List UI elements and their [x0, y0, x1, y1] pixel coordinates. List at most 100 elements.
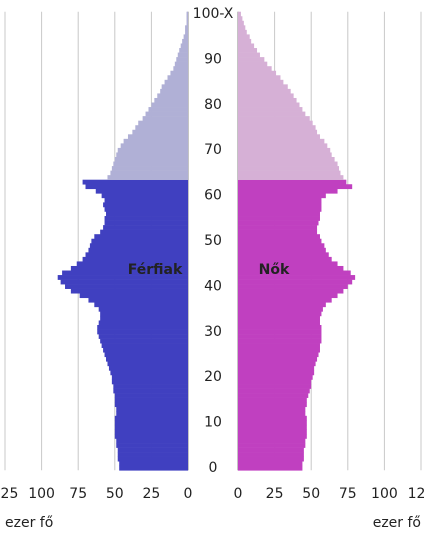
bar — [117, 456, 188, 462]
bar — [107, 175, 188, 181]
bar — [179, 48, 188, 53]
bar — [117, 452, 188, 457]
bar — [151, 102, 188, 108]
bar — [148, 107, 188, 112]
bar — [89, 243, 188, 249]
bar — [103, 225, 188, 230]
bar — [82, 256, 188, 262]
bar — [238, 261, 338, 267]
bar — [238, 429, 307, 435]
x-tick-label: 0 — [234, 486, 243, 502]
bar — [60, 279, 188, 285]
bar — [100, 338, 188, 344]
x-tick-label: 75 — [339, 486, 357, 502]
bar — [238, 297, 332, 303]
x-tick-label: 50 — [302, 486, 320, 502]
bar — [238, 415, 307, 421]
bar — [238, 443, 306, 448]
bar — [238, 225, 318, 230]
bar — [238, 361, 316, 367]
bar — [238, 211, 320, 217]
bar — [238, 193, 326, 199]
bar — [106, 211, 188, 217]
bar — [138, 120, 188, 126]
bar — [238, 143, 328, 149]
bar — [123, 138, 188, 144]
bar — [116, 406, 188, 412]
bar — [238, 156, 335, 162]
bar — [238, 334, 322, 339]
bar — [238, 161, 338, 167]
y-tick-label: 70 — [204, 142, 222, 158]
bar — [238, 325, 322, 330]
bar — [238, 374, 313, 380]
bar — [238, 29, 247, 35]
bar — [238, 220, 319, 226]
x-tick-label: 75 — [69, 486, 87, 502]
bar — [238, 288, 344, 294]
x-tick-label: 125 — [408, 486, 426, 502]
x-tick-label: 50 — [106, 486, 124, 502]
bar — [238, 16, 243, 22]
bar — [100, 229, 188, 235]
bar — [104, 197, 188, 203]
bar — [238, 379, 312, 385]
bar — [238, 188, 338, 194]
bar — [97, 325, 188, 330]
bar — [186, 16, 188, 22]
bar — [238, 315, 320, 321]
bar — [104, 216, 188, 221]
bar — [120, 143, 188, 149]
bar — [70, 265, 188, 271]
bar — [186, 20, 188, 26]
bar — [238, 184, 353, 190]
x-tick-label: 0 — [184, 486, 193, 502]
bar — [238, 424, 307, 430]
bar — [114, 415, 188, 421]
bar — [238, 279, 353, 285]
bar — [111, 166, 188, 171]
bar — [238, 229, 318, 235]
bar — [238, 234, 320, 240]
bar — [186, 11, 188, 17]
bar — [116, 443, 188, 448]
bar — [238, 175, 344, 181]
bar — [238, 129, 318, 135]
bar — [238, 93, 294, 99]
bar — [103, 202, 188, 208]
bar — [104, 206, 188, 212]
bar — [238, 252, 329, 258]
bar — [238, 284, 348, 289]
bar — [154, 97, 188, 103]
bar — [238, 238, 322, 244]
bar — [98, 334, 188, 339]
bar — [119, 465, 188, 471]
series-label: Nők — [259, 262, 290, 278]
y-tick-label: 90 — [204, 51, 222, 67]
bar — [238, 456, 304, 462]
bar — [238, 356, 318, 362]
bar — [238, 247, 326, 253]
bar — [114, 393, 188, 398]
y-tick-label: 80 — [204, 97, 222, 113]
bar — [176, 57, 188, 62]
bar — [238, 102, 300, 108]
bar — [238, 329, 322, 335]
bar — [97, 329, 188, 335]
bar — [238, 347, 320, 353]
bar — [238, 111, 306, 117]
bar — [114, 156, 188, 162]
bar — [135, 125, 188, 131]
bar — [238, 302, 326, 308]
bar — [238, 138, 325, 144]
bar — [114, 429, 188, 435]
bar — [238, 179, 347, 185]
bar — [88, 297, 188, 303]
bar — [91, 238, 188, 244]
bar — [238, 343, 320, 349]
bar — [238, 97, 297, 103]
bar — [164, 79, 188, 85]
bar — [94, 234, 188, 240]
bar — [85, 184, 188, 190]
